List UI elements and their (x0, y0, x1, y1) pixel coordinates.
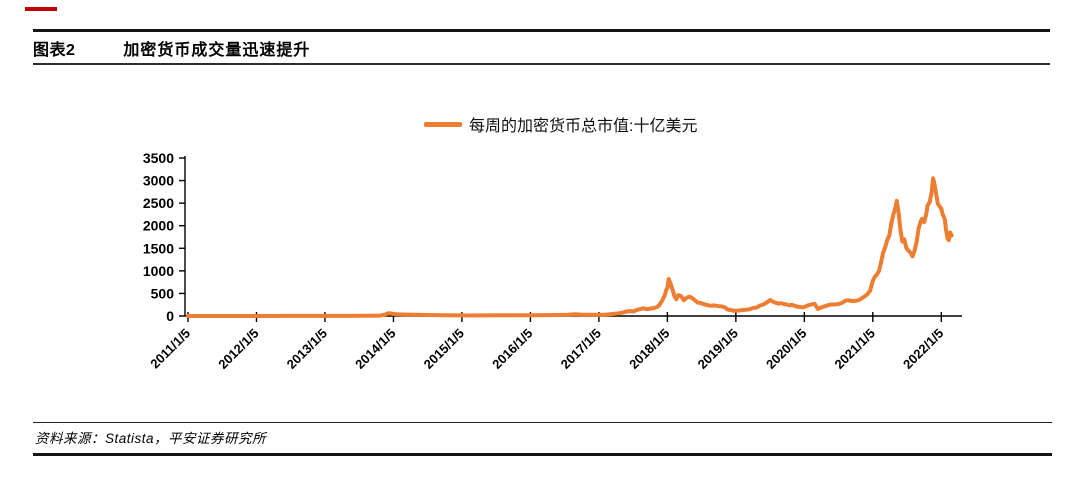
y-axis-tick-label: 0 (166, 308, 174, 324)
x-axis-tick-label: 2021/1/5 (832, 326, 878, 372)
x-axis-tick-label: 2013/1/5 (284, 326, 330, 372)
y-axis-tick-label: 3000 (143, 173, 174, 189)
y-axis-tick-label: 1500 (143, 240, 174, 256)
x-axis-tick-label: 2014/1/5 (352, 326, 398, 372)
x-axis-tick-label: 2020/1/5 (763, 326, 809, 372)
x-axis-tick-label: 2019/1/5 (695, 326, 741, 372)
x-axis-tick-label: 2016/1/5 (489, 326, 535, 372)
page-accent-dash (25, 7, 57, 11)
y-axis-tick-label: 3500 (143, 150, 174, 166)
series-line (186, 176, 954, 318)
x-axis-tick-label: 2012/1/5 (215, 326, 261, 372)
figure-title: 加密货币成交量迅速提升 (123, 42, 311, 59)
y-axis-tick-label: 2500 (143, 195, 174, 211)
legend-label: 每周的加密货币总市值:十亿美元 (469, 118, 698, 135)
x-axis-tick-label: 2011/1/5 (147, 326, 193, 372)
x-axis-tick-label: 2017/1/5 (558, 326, 604, 372)
x-axis-tick-label: 2022/1/5 (900, 326, 946, 372)
source-note: 资料来源：Statista，平安证券研究所 (35, 431, 267, 446)
figure-number: 图表2 (33, 42, 76, 59)
x-axis-tick-label: 2018/1/5 (626, 326, 672, 372)
figure-header: 图表2 加密货币成交量迅速提升 (33, 29, 1050, 65)
y-axis-tick-label: 1000 (143, 263, 174, 279)
y-axis-tick-label: 500 (151, 285, 175, 301)
figure-footer: 资料来源：Statista，平安证券研究所 (33, 422, 1052, 456)
y-axis-tick-label: 2000 (143, 218, 174, 234)
x-axis-tick-label: 2015/1/5 (421, 326, 467, 372)
chart-legend: 每周的加密货币总市值:十亿美元 (424, 112, 697, 136)
legend-line-swatch (424, 121, 462, 127)
